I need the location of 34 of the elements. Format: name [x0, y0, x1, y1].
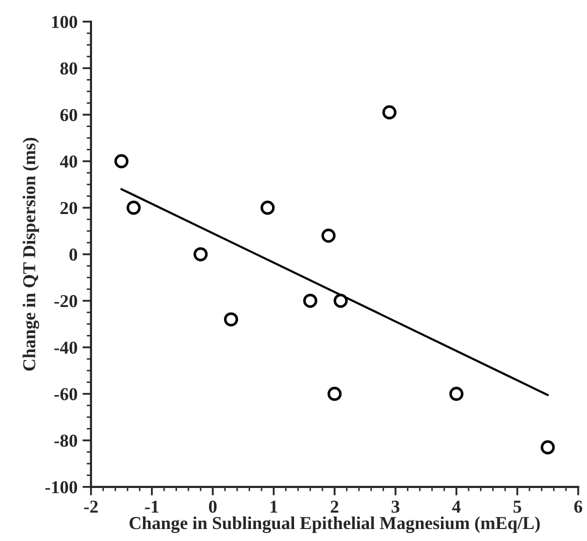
- x-tick-label: 4: [452, 500, 461, 513]
- x-tick-label: 3: [392, 500, 400, 513]
- point: [260, 200, 275, 215]
- y-tick-label: 40: [60, 155, 78, 168]
- x-tick-label: -2: [84, 500, 98, 513]
- y-tick-label: 20: [60, 202, 78, 214]
- y-axis-title: Change in QT Dispersion (ms): [22, 138, 40, 371]
- y-tick-label: 0: [69, 248, 78, 261]
- point: [303, 294, 318, 308]
- x-tick-label: 5: [514, 500, 522, 513]
- point: [321, 228, 336, 243]
- point: [224, 312, 238, 326]
- y-tick-label: -80: [54, 434, 78, 447]
- point: [114, 154, 128, 168]
- y-tick-label: 80: [60, 62, 78, 75]
- point: [334, 294, 348, 308]
- y-tick-label: -60: [54, 388, 78, 400]
- point: [126, 200, 141, 215]
- x-tick-label: 6: [574, 500, 582, 513]
- point: [382, 105, 396, 120]
- point: [194, 247, 208, 262]
- y-tick-label: -40: [54, 342, 78, 354]
- x-tick-label: 1: [270, 500, 278, 513]
- point: [449, 386, 464, 401]
- x-tick-label: -1: [145, 500, 158, 513]
- y-tick-label: 60: [60, 108, 78, 122]
- point: [540, 440, 555, 454]
- x-tick-label: 0: [208, 500, 217, 513]
- y-tick-label: 100: [52, 16, 78, 28]
- x-tick-label: 2: [330, 500, 338, 513]
- y-tick-label: -20: [54, 295, 78, 308]
- point: [328, 386, 342, 401]
- x-axis-title: Change in Sublingual Epithelial Magnesium (mEq/L): [130, 516, 540, 533]
- y-tick-label: -100: [45, 481, 78, 494]
